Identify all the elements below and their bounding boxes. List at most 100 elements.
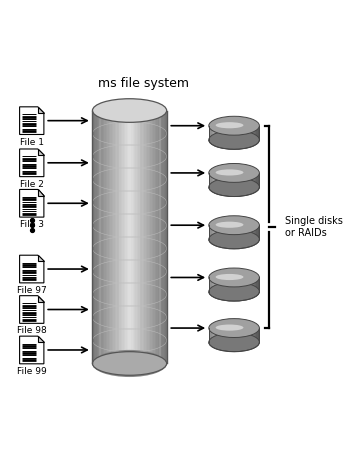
- Polygon shape: [233, 126, 235, 140]
- Polygon shape: [229, 277, 230, 292]
- Polygon shape: [19, 296, 44, 323]
- Polygon shape: [241, 277, 242, 292]
- Polygon shape: [252, 173, 253, 187]
- Polygon shape: [136, 110, 137, 364]
- Polygon shape: [242, 225, 244, 239]
- Polygon shape: [235, 126, 236, 140]
- Polygon shape: [209, 328, 210, 342]
- Polygon shape: [216, 173, 217, 187]
- Polygon shape: [210, 225, 212, 239]
- Polygon shape: [244, 328, 245, 342]
- Polygon shape: [253, 173, 255, 187]
- Ellipse shape: [216, 122, 244, 128]
- Polygon shape: [220, 173, 222, 187]
- Polygon shape: [96, 110, 97, 364]
- Polygon shape: [248, 225, 249, 239]
- Polygon shape: [156, 110, 158, 364]
- Polygon shape: [246, 277, 248, 292]
- Polygon shape: [241, 328, 242, 342]
- Polygon shape: [258, 328, 259, 342]
- Polygon shape: [249, 328, 251, 342]
- Polygon shape: [248, 277, 249, 292]
- Polygon shape: [212, 126, 213, 140]
- Polygon shape: [257, 328, 258, 342]
- Polygon shape: [233, 173, 235, 187]
- Polygon shape: [104, 110, 106, 364]
- Polygon shape: [219, 126, 220, 140]
- Polygon shape: [253, 277, 255, 292]
- Polygon shape: [225, 328, 226, 342]
- Polygon shape: [216, 328, 217, 342]
- Polygon shape: [229, 126, 230, 140]
- Polygon shape: [239, 328, 241, 342]
- Polygon shape: [138, 110, 140, 364]
- Polygon shape: [241, 173, 242, 187]
- Ellipse shape: [216, 325, 244, 331]
- Polygon shape: [239, 173, 241, 187]
- Polygon shape: [245, 225, 246, 239]
- Polygon shape: [226, 173, 228, 187]
- Polygon shape: [225, 277, 226, 292]
- Polygon shape: [127, 110, 128, 364]
- Polygon shape: [225, 225, 226, 239]
- Ellipse shape: [209, 268, 259, 287]
- Polygon shape: [38, 107, 44, 113]
- Polygon shape: [213, 225, 215, 239]
- Polygon shape: [116, 110, 118, 364]
- Polygon shape: [164, 110, 165, 364]
- Polygon shape: [226, 126, 228, 140]
- Polygon shape: [230, 328, 232, 342]
- Polygon shape: [244, 225, 245, 239]
- Polygon shape: [249, 225, 251, 239]
- Polygon shape: [241, 126, 242, 140]
- Polygon shape: [233, 225, 235, 239]
- Polygon shape: [222, 328, 223, 342]
- Polygon shape: [244, 126, 245, 140]
- Polygon shape: [155, 110, 156, 364]
- Polygon shape: [107, 110, 109, 364]
- Polygon shape: [223, 277, 225, 292]
- Ellipse shape: [216, 274, 244, 280]
- Polygon shape: [215, 225, 216, 239]
- Polygon shape: [230, 173, 232, 187]
- Polygon shape: [210, 126, 212, 140]
- Polygon shape: [131, 110, 132, 364]
- Polygon shape: [242, 173, 244, 187]
- Polygon shape: [119, 110, 121, 364]
- Polygon shape: [110, 110, 112, 364]
- Polygon shape: [38, 255, 44, 261]
- Polygon shape: [228, 225, 229, 239]
- Polygon shape: [19, 190, 44, 217]
- Text: Single disks
or RAIDs: Single disks or RAIDs: [285, 216, 343, 237]
- Polygon shape: [229, 328, 230, 342]
- Polygon shape: [220, 126, 222, 140]
- Ellipse shape: [209, 230, 259, 249]
- Ellipse shape: [209, 282, 259, 301]
- Polygon shape: [109, 110, 110, 364]
- Polygon shape: [246, 328, 248, 342]
- Ellipse shape: [209, 116, 259, 135]
- Polygon shape: [220, 277, 222, 292]
- Polygon shape: [238, 126, 239, 140]
- Polygon shape: [165, 110, 167, 364]
- Polygon shape: [212, 277, 213, 292]
- Polygon shape: [143, 110, 144, 364]
- Polygon shape: [245, 277, 246, 292]
- Polygon shape: [258, 173, 259, 187]
- Polygon shape: [210, 328, 212, 342]
- Polygon shape: [239, 225, 241, 239]
- Polygon shape: [19, 336, 44, 364]
- Polygon shape: [222, 126, 223, 140]
- Polygon shape: [239, 277, 241, 292]
- Polygon shape: [232, 277, 233, 292]
- Polygon shape: [253, 328, 255, 342]
- Ellipse shape: [209, 164, 259, 182]
- Polygon shape: [244, 173, 245, 187]
- Polygon shape: [223, 173, 225, 187]
- Ellipse shape: [92, 99, 167, 122]
- Text: File 1: File 1: [20, 137, 44, 146]
- Ellipse shape: [209, 178, 259, 197]
- Polygon shape: [38, 190, 44, 195]
- Polygon shape: [125, 110, 127, 364]
- Polygon shape: [230, 277, 232, 292]
